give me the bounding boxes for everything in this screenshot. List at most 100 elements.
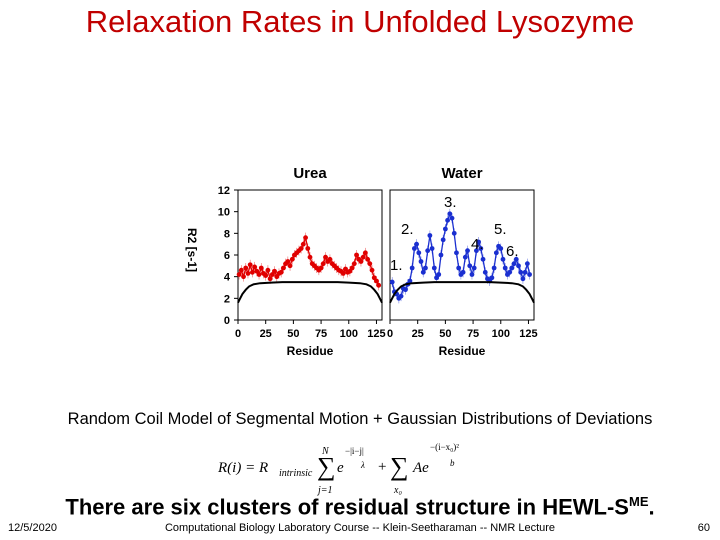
data-point	[469, 272, 475, 277]
formula-exp1: −|i−j|	[345, 446, 364, 456]
data-point	[474, 248, 479, 254]
model-curve	[237, 281, 383, 304]
data-point	[278, 269, 284, 275]
formula-plus: +	[378, 459, 387, 475]
cluster-label-2: 2.	[401, 221, 414, 238]
data-point	[418, 259, 424, 264]
data-point	[263, 273, 269, 278]
x-tick-label: 0	[387, 328, 393, 340]
data-point	[250, 269, 255, 275]
data-point	[320, 261, 326, 267]
data-point	[238, 267, 244, 273]
formula-ae: Ae	[413, 460, 429, 476]
data-point	[272, 268, 277, 274]
model-curve	[389, 281, 535, 304]
data-point	[369, 267, 375, 273]
data-point	[513, 256, 519, 262]
formula-sum2-bottom: x₀	[394, 485, 402, 496]
cluster-label-1: 1.	[390, 257, 403, 274]
data-point	[502, 265, 508, 271]
y-tick-label: 4	[224, 272, 231, 284]
data-point	[411, 246, 417, 251]
data-point	[516, 263, 521, 269]
data-point	[407, 278, 413, 284]
footer-course: Computational Biology Laboratory Course …	[164, 522, 556, 534]
panel-frame	[237, 189, 383, 321]
data-point	[431, 265, 437, 271]
data-point	[493, 250, 499, 256]
data-point	[425, 248, 431, 254]
data-point	[454, 250, 459, 256]
cluster-label-4: 4.	[471, 236, 484, 253]
cluster-label-3: 3.	[444, 194, 457, 211]
y-tick-label: 10	[218, 207, 230, 219]
x-tick-label: 125	[367, 328, 385, 340]
data-point	[527, 272, 532, 277]
data-point	[289, 256, 295, 262]
panel-frame	[389, 189, 535, 321]
formula-sum-2: ∑	[390, 452, 409, 481]
x-tick-label: 25	[260, 328, 272, 340]
formula-e: e	[337, 460, 344, 476]
data-point	[442, 226, 448, 232]
data-point	[429, 246, 435, 251]
data-line	[238, 235, 380, 286]
x-tick-label: 100	[492, 328, 510, 340]
data-point	[374, 278, 379, 284]
formula-sum-bottom: j=1	[318, 485, 333, 496]
formula-exp2: −(i−x₀)²	[430, 442, 459, 452]
data-point	[362, 250, 368, 256]
data-point	[482, 269, 488, 275]
data-point	[438, 252, 444, 258]
data-point	[365, 256, 370, 262]
data-point	[285, 259, 291, 264]
summary-superscript: ME	[629, 494, 649, 509]
data-point	[507, 269, 513, 275]
data-point	[520, 276, 526, 282]
data-point	[427, 233, 433, 238]
data-point	[451, 230, 457, 236]
formula-sum-1: ∑	[317, 452, 336, 481]
data-point	[500, 256, 506, 262]
x-axis-label: Residue	[439, 344, 486, 358]
formula-sum-top: N	[322, 446, 329, 457]
data-point	[498, 246, 504, 251]
data-point	[465, 248, 470, 254]
data-point	[323, 254, 328, 260]
y-tick-label: 0	[224, 315, 230, 327]
x-tick-label: 25	[412, 328, 424, 340]
data-point	[436, 272, 442, 277]
data-point	[318, 265, 324, 271]
y-tick-label: 2	[224, 293, 230, 305]
y-axis-label: R2 [s-1]	[185, 228, 199, 272]
data-point	[247, 262, 253, 268]
data-point	[462, 254, 468, 260]
relaxation-formula: R(i) = R intrinsic N ∑ j=1 e −|i−j| λ + …	[218, 438, 518, 498]
data-point	[509, 265, 515, 271]
data-point	[440, 237, 446, 243]
cluster-label-6: 6.	[506, 243, 519, 260]
data-point	[351, 261, 357, 267]
data-point	[524, 261, 530, 267]
data-point	[243, 265, 249, 271]
formula-lhs: R(i) = R	[218, 460, 269, 476]
summary-statement: There are six clusters of residual struc…	[65, 494, 655, 520]
formula-exp2-den: b	[450, 458, 455, 468]
data-point	[518, 269, 524, 275]
data-point	[258, 265, 264, 271]
data-point	[236, 272, 242, 277]
data-point	[354, 252, 359, 258]
data-point	[489, 275, 495, 281]
data-point	[403, 287, 408, 293]
data-point	[256, 272, 262, 277]
model-caption: Random Coil Model of Segmental Motion + …	[67, 410, 653, 428]
x-tick-label: 50	[439, 328, 451, 340]
data-point	[300, 241, 306, 247]
y-tick-label: 8	[224, 228, 230, 240]
data-point	[303, 235, 308, 241]
data-point	[252, 264, 258, 270]
footer-date: 12/5/2020	[8, 522, 57, 534]
data-point	[414, 241, 419, 247]
data-point	[287, 263, 293, 269]
data-point	[358, 259, 364, 264]
